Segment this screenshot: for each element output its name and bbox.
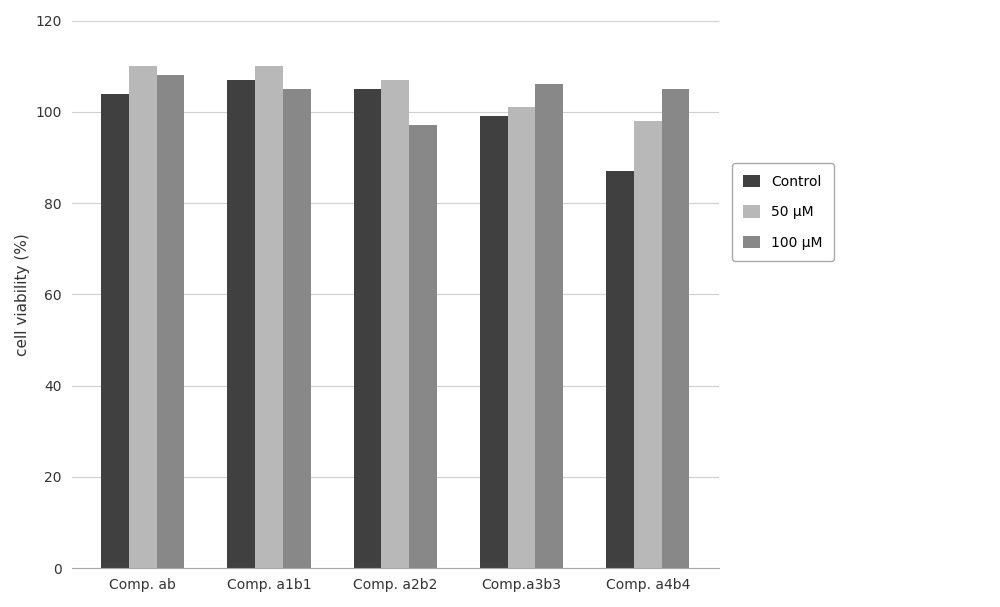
Bar <box>535 84 563 568</box>
Bar <box>157 75 184 568</box>
Bar <box>662 89 689 568</box>
Bar <box>129 66 157 568</box>
Bar <box>634 121 662 568</box>
Bar <box>606 171 634 568</box>
Bar <box>101 93 129 568</box>
Y-axis label: cell viability (%): cell viability (%) <box>15 233 30 356</box>
Bar <box>480 117 508 568</box>
Bar <box>409 126 437 568</box>
Legend: Control, 50 μM, 100 μM: Control, 50 μM, 100 μM <box>732 163 834 261</box>
Bar <box>354 89 381 568</box>
Bar <box>283 89 311 568</box>
Bar <box>381 80 409 568</box>
Bar <box>508 107 535 568</box>
Bar <box>255 66 283 568</box>
Bar <box>227 80 255 568</box>
